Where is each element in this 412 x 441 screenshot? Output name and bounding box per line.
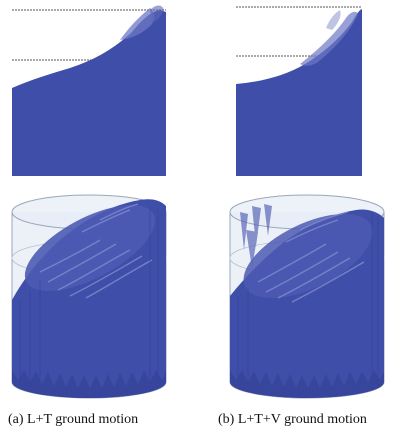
panel-a-free-surface	[24, 205, 156, 291]
panel-b-tank-3d	[229, 194, 385, 399]
panel-a-side-view	[12, 5, 166, 176]
panel-a-fluid-spray-2	[150, 5, 164, 22]
caption-panel-a: (a) L+T ground motion	[8, 412, 139, 427]
panel-a-wall-streaks	[19, 208, 159, 392]
panel-b-fluid-spray-2	[326, 10, 341, 30]
panel-b-splash	[240, 204, 272, 268]
panel-a-surface-ripples	[39, 203, 153, 299]
panel-b-side-view	[236, 6, 362, 176]
panel-b-free-surface	[243, 213, 373, 299]
caption-panel-b: (b) L+T+V ground motion	[218, 412, 367, 427]
panel-a-tank-3d	[11, 194, 167, 399]
panel-b-serrated-edge	[230, 370, 384, 398]
panel-a-fluid-spray	[120, 8, 155, 40]
panel-b-wall-streaks	[237, 214, 379, 390]
panel-a-fluid-body	[12, 10, 166, 176]
panel-b-fluid-spray	[300, 11, 358, 66]
panel-a-serrated-edge	[12, 370, 166, 398]
panel-b-surface-ripples	[257, 211, 365, 303]
